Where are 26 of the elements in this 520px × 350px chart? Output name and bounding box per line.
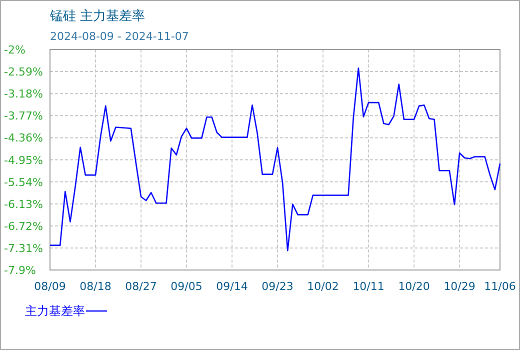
x-tick-label: 11/06 <box>484 280 516 293</box>
y-tick-label: -7.31% <box>4 242 43 255</box>
y-tick-label: -6.13% <box>4 198 43 211</box>
x-tick-label: 09/05 <box>170 280 202 293</box>
x-tick-label: 08/18 <box>80 280 112 293</box>
y-tick-label: -7.9% <box>4 264 36 277</box>
chart-subtitle: 2024-08-09 - 2024-11-07 <box>50 30 189 43</box>
chart-title: 锰硅 主力基差率 <box>49 8 146 24</box>
y-tick-label: -6.72% <box>4 220 43 233</box>
legend-label: 主力基差率 <box>25 304 85 318</box>
y-tick-label: -5.54% <box>4 176 43 189</box>
x-tick-label: 10/11 <box>352 280 384 293</box>
y-tick-label: -2.59% <box>4 66 43 79</box>
x-tick-label: 10/02 <box>307 280 339 293</box>
x-tick-label: 09/23 <box>262 280 294 293</box>
x-tick-label: 08/27 <box>125 280 157 293</box>
y-tick-label: -2% <box>4 44 26 56</box>
y-tick-label: -4.36% <box>4 132 43 145</box>
y-tick-label: -3.77% <box>4 110 43 123</box>
x-tick-label: 10/29 <box>444 280 476 293</box>
x-tick-label: 10/20 <box>398 280 430 293</box>
y-tick-label: -3.18% <box>4 88 43 101</box>
x-tick-label: 09/14 <box>216 280 248 293</box>
y-tick-label: -4.95% <box>4 154 43 167</box>
line-series <box>49 68 501 252</box>
x-tick-label: 08/09 <box>34 280 66 293</box>
